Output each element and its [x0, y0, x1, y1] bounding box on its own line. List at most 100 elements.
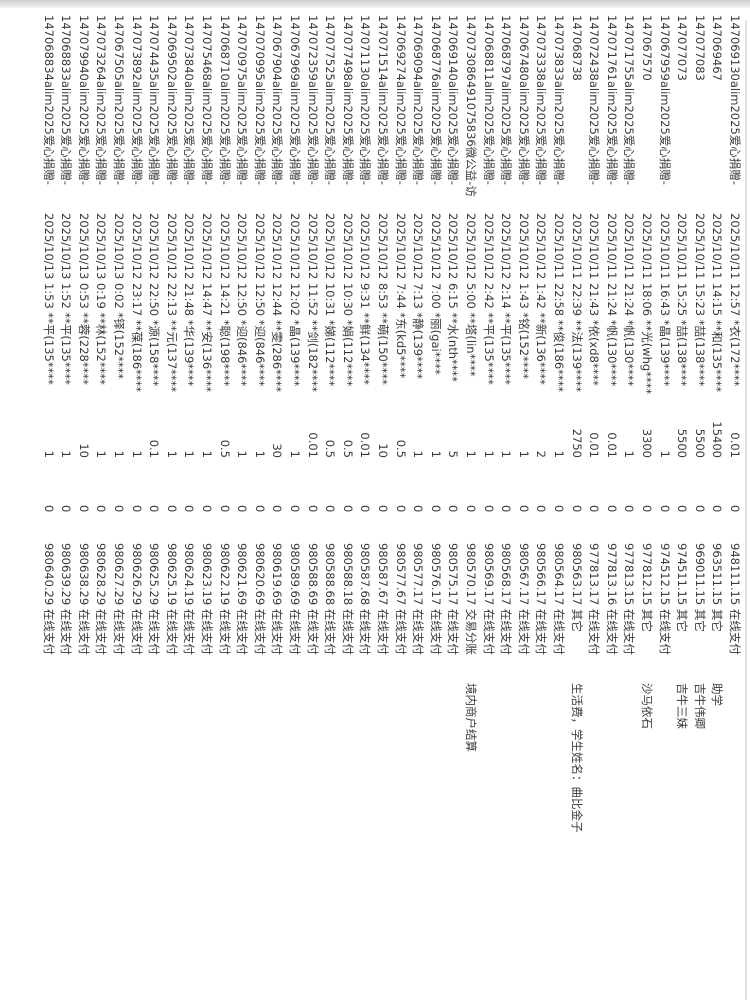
datetime-donor-cell: 2025/10/12 7:44 *东(kd5**** [393, 213, 408, 379]
fee-cell: 0 [235, 505, 250, 513]
fee-cell: 0 [59, 505, 74, 513]
fee-cell: 0 [587, 505, 602, 513]
amount-cell: 1 [112, 450, 126, 458]
amount-cell: 0.5 [217, 439, 232, 458]
fee-cell: 0 [305, 505, 320, 513]
table-row: 147077073 2025/10/11 15:25 *喆(138**** 5500… [673, 0, 691, 1000]
transaction-id-cell: 147067904alim2025爱心捐赠- [270, 15, 285, 185]
table-row: 147067505alim2025爱心捐赠- 2025/10/13 0:02 *铎… [110, 0, 128, 1000]
fee-cell: 0 [94, 505, 109, 513]
balance-channel-cell: 980638.29 在线支付 [76, 543, 91, 655]
datetime-donor-cell: 2025/10/12 2:14 **平(135**** [499, 213, 514, 385]
transaction-id-cell: 147072359alim2025爱心捐赠- [305, 15, 320, 185]
amount-cell: 1 [182, 450, 197, 458]
table-row: 147068710alim2025爱心捐赠- 2025/10/12 14:21 *… [216, 0, 234, 1000]
table-row: 147073833alim2025爱心捐赠- 2025/10/11 22:58 *… [550, 0, 568, 1000]
transaction-id-cell: 147069130alim2025爱心捐赠- [728, 15, 742, 185]
balance-channel-cell: 980588.68 在线支付 [323, 543, 338, 655]
table-row: 147072359alim2025爱心捐赠- 2025/10/12 11:52 *… [304, 0, 322, 1000]
datetime-donor-cell: 2025/10/11 18:06 **光(whg**** [640, 213, 654, 395]
amount-cell: 5500 [675, 428, 690, 458]
table-row: 147068833alim2025爱心捐赠- 2025/10/13 1:52 **… [57, 0, 75, 1000]
amount-cell: 1 [481, 450, 496, 458]
balance-channel-cell: 980639.29 在线支付 [59, 543, 74, 655]
amount-cell: 1 [200, 450, 214, 458]
balance-channel-cell: 963511.15 其它 [710, 543, 725, 632]
scan-page-edge [745, 20, 747, 1000]
transaction-id-cell: 147069502alim2025爱心捐赠- [164, 15, 179, 185]
amount-cell: 1 [252, 450, 267, 458]
datetime-donor-cell: 2025/10/12 14:21 *聪(198**** [217, 213, 232, 387]
transaction-id-cell: 147068776alim2025爱心捐赠- [428, 15, 443, 185]
balance-channel-cell: 980625.29 在线支付 [147, 543, 162, 655]
table-row: 147070975alim2025爱心捐赠- 2025/10/12 12:50 *… [233, 0, 251, 1000]
note-cell: 吉牛伟卿 [692, 683, 707, 729]
amount-cell: 2750 [569, 428, 584, 458]
amount-cell: 1 [552, 450, 566, 458]
balance-channel-cell: 980567.17 在线支付 [516, 543, 531, 655]
balance-channel-cell: 977813.17 在线支付 [587, 543, 602, 655]
fee-cell: 0 [288, 505, 302, 513]
amount-cell: 0.5 [393, 439, 408, 458]
amount-cell: 1 [657, 450, 672, 458]
table-row: 147073338alim2025爱心捐赠- 2025/10/12 1:42 **… [532, 0, 550, 1000]
note-cell: 吉牛三妹 [675, 683, 690, 729]
balance-channel-cell: 948111.15 在线支付 [728, 543, 742, 655]
balance-channel-cell: 980622.19 在线支付 [217, 543, 232, 655]
fee-cell: 0 [41, 505, 56, 513]
amount-cell: 1 [41, 450, 56, 458]
fee-cell: 0 [516, 505, 531, 513]
fee-cell: 0 [569, 505, 584, 513]
fee-cell: 0 [376, 505, 390, 513]
amount-cell: 30 [270, 443, 285, 458]
transaction-id-cell: 147073264alim2025爱心捐赠- [94, 15, 109, 185]
balance-channel-cell: 980575.17 在线支付 [446, 543, 461, 655]
transaction-id-cell: 147071755alim2025爱心捐赠- [622, 15, 637, 185]
balance-channel-cell: 980564.17 在线支付 [552, 543, 566, 655]
transaction-id-cell: 147073892alim2025爱心捐赠- [129, 15, 144, 185]
datetime-donor-cell: 2025/10/11 21:24 *帆(130**** [604, 213, 619, 387]
fee-cell: 0 [129, 505, 144, 513]
transaction-id-cell: 147073833alim2025爱心捐赠- [552, 15, 566, 185]
balance-channel-cell: 980627.29 在线支付 [112, 543, 126, 655]
table-row: 147069130alim2025爱心捐赠- 2025/10/11 12:57 *… [726, 0, 744, 1000]
table-row: 147074435alim2025爱心捐赠- 2025/10/12 22:50 *… [145, 0, 163, 1000]
amount-cell: 1 [288, 450, 302, 458]
datetime-donor-cell: 2025/10/12 14:47 **安(136**** [200, 213, 214, 393]
balance-channel-cell: 980626.29 在线支付 [129, 543, 144, 655]
fee-cell: 0 [147, 505, 162, 513]
table-row: 147072438alim2025爱心捐赠- 2025/10/11 21:43 *… [585, 0, 603, 1000]
fee-cell: 0 [358, 505, 373, 513]
fee-cell: 0 [710, 505, 725, 513]
fee-cell: 0 [464, 505, 478, 513]
transaction-id-cell: 147068834alim2025爱心捐赠- [41, 15, 56, 185]
datetime-donor-cell: 2025/10/12 5:00 **塔(lin**** [464, 213, 478, 377]
datetime-donor-cell: 2025/10/11 22:58 **俊(186**** [552, 213, 566, 393]
datetime-donor-cell: 2025/10/12 6:15 **水(nth**** [446, 213, 461, 382]
transaction-id-cell: 147077498alim2025爱心捐赠- [340, 15, 355, 185]
datetime-donor-cell: 2025/10/11 12:57 *衣(172**** [728, 213, 742, 387]
table-row: 147073264alim2025爱心捐赠- 2025/10/13 0:19 **… [92, 0, 110, 1000]
balance-channel-cell: 980588.69 在线支付 [305, 543, 320, 655]
balance-channel-cell: 980619.69 在线支付 [270, 543, 285, 655]
balance-channel-cell: 969011.15 其它 [692, 543, 707, 632]
datetime-donor-cell: 2025/10/12 7:00 *丽(gai**** [428, 213, 443, 375]
datetime-donor-cell: 2025/10/12 22:50 *源(158**** [147, 213, 162, 387]
table-row: 147067969alim2025爱心捐赠- 2025/10/12 12:02 *… [286, 0, 304, 1000]
amount-cell: 0.5 [340, 439, 355, 458]
datetime-donor-cell: 2025/10/11 21:24 *帆(130**** [622, 213, 637, 387]
transaction-id-cell: 147067969alim2025爱心捐赠- [288, 15, 302, 185]
balance-channel-cell: 977813.16 在线支付 [604, 543, 619, 655]
table-row: 147075468alim2025爱心捐赠- 2025/10/12 14:47 *… [198, 0, 216, 1000]
table-row: 147067480alim2025爱心捐赠- 2025/10/12 1:43 *铭… [515, 0, 533, 1000]
transaction-id-cell: 147068797alim2025爱心捐赠- [499, 15, 514, 185]
balance-channel-cell: 980576.17 在线支付 [428, 543, 443, 655]
fee-cell: 0 [393, 505, 408, 513]
fee-cell: 0 [252, 505, 267, 513]
fee-cell: 0 [200, 505, 214, 513]
table-row: 147069467 2025/10/11 14:15 **和(135**** 154… [708, 0, 726, 1000]
table-row: 147068834alim2025爱心捐赠- 2025/10/13 1:53 **… [40, 0, 58, 1000]
transaction-id-cell: 147069094alim2025爱心捐赠- [411, 15, 426, 185]
datetime-donor-cell: 2025/10/12 12:02 *晶(139**** [288, 213, 302, 387]
